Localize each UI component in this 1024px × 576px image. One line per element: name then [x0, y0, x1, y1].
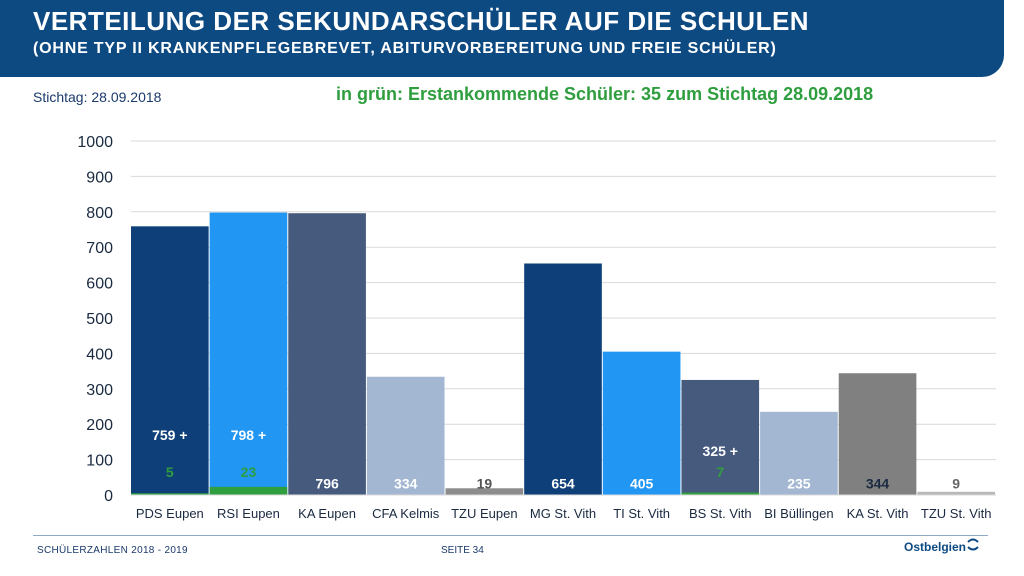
x-tick-label: TZU Eupen: [451, 506, 517, 521]
data-label: 334: [394, 475, 418, 491]
green-data-label: 23: [241, 464, 257, 480]
x-tick-label: CFA Kelmis: [372, 506, 440, 521]
bar: [838, 373, 917, 495]
stichtag-label: Stichtag: 28.09.2018: [33, 89, 162, 105]
x-tick-label: KA St. Vith: [847, 506, 909, 521]
y-tick-label: 0: [104, 488, 113, 505]
bar: [760, 411, 838, 495]
data-label: 759 +: [152, 427, 187, 443]
green-note: in grün: Erstankommende Schüler: 35 zum …: [336, 84, 874, 104]
data-label: 344: [866, 475, 890, 491]
header-banner: VERTEILUNG DER SEKUNDARSCHÜLER AUF DIE S…: [0, 0, 1004, 77]
data-label: 405: [630, 475, 654, 491]
y-tick-label: 400: [86, 346, 113, 363]
footer-page-number: SEITE 34: [441, 545, 484, 556]
x-tick-label: TI St. Vith: [613, 506, 670, 521]
y-tick-label: 100: [86, 453, 113, 470]
x-tick-label: TZU St. Vith: [921, 506, 992, 521]
page-subtitle: (OHNE TYP II KRANKENPFLEGEBREVET, ABITUR…: [33, 40, 777, 57]
data-label: 798 +: [231, 427, 266, 443]
x-tick-label: BI Büllingen: [764, 506, 833, 521]
y-tick-label: 1000: [77, 134, 113, 151]
y-tick-label: 500: [86, 311, 113, 328]
data-label: 19: [477, 475, 493, 491]
x-tick-label: KA Eupen: [298, 506, 356, 521]
x-tick-label: BS St. Vith: [689, 506, 752, 521]
bar: [131, 226, 209, 495]
bar: [288, 213, 366, 495]
bar: [524, 263, 602, 495]
bar: [209, 212, 288, 495]
ostbelgien-logo: Ostbelgien: [904, 540, 967, 554]
x-tick-label: RSI Eupen: [217, 506, 280, 521]
page-title: VERTEILUNG DER SEKUNDARSCHÜLER AUF DIE S…: [33, 6, 810, 36]
x-tick-label: MG St. Vith: [530, 506, 596, 521]
footer-divider: [33, 535, 988, 536]
green-data-label: 5: [166, 464, 174, 480]
bar: [366, 376, 445, 495]
y-tick-label: 700: [86, 240, 113, 257]
data-label: 235: [787, 475, 811, 491]
y-tick-label: 200: [86, 417, 113, 434]
green-data-label: 7: [716, 464, 724, 480]
bar: [681, 379, 760, 495]
green-bar: [681, 492, 760, 495]
x-tick-label: PDS Eupen: [136, 506, 204, 521]
bar: [602, 351, 681, 495]
data-label: 654: [551, 475, 575, 491]
data-label: 325 +: [703, 443, 738, 459]
green-bar: [131, 493, 209, 496]
y-tick-label: 900: [86, 169, 113, 186]
footer-title: SCHÜLERZAHLEN 2018 - 2019: [37, 545, 188, 556]
y-tick-label: 600: [86, 276, 113, 293]
bar: [445, 488, 524, 495]
green-bar: [209, 486, 288, 495]
data-label: 796: [315, 475, 339, 491]
data-label: 9: [952, 475, 960, 491]
y-tick-label: 300: [86, 382, 113, 399]
logo-mark-icon: [967, 538, 979, 551]
y-tick-label: 800: [86, 205, 113, 222]
bar: [917, 491, 995, 495]
